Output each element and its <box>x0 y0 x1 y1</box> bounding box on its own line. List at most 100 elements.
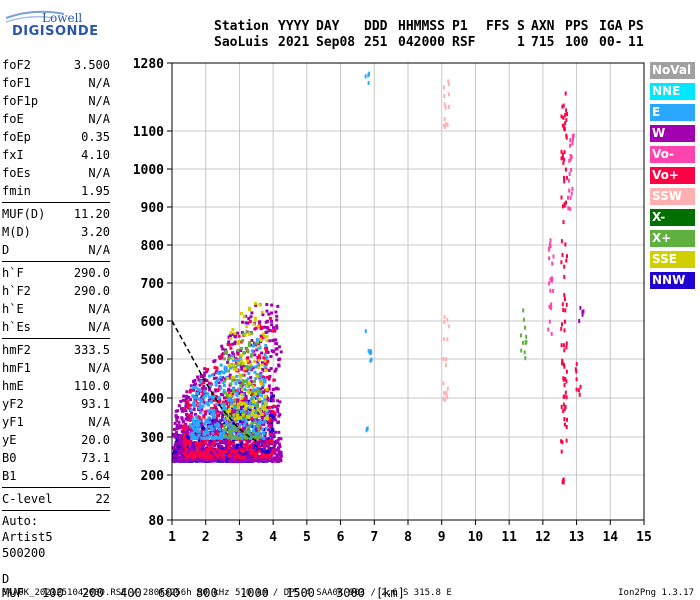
distance-value: 400 <box>120 586 142 600</box>
echo-point <box>246 321 250 325</box>
trace-point <box>549 238 552 243</box>
trace-point <box>565 108 568 113</box>
echo-point <box>234 382 238 386</box>
echo-point <box>228 435 232 439</box>
param-value: N/A <box>88 166 110 180</box>
echo-point <box>244 321 248 325</box>
echo-point <box>278 400 282 404</box>
trace-point <box>524 325 526 330</box>
echo-point <box>200 432 204 436</box>
trace-point <box>365 428 368 433</box>
echo-point <box>183 433 187 437</box>
echo-point <box>216 436 220 440</box>
echo-point <box>206 367 209 371</box>
echo-point <box>198 419 202 423</box>
echo-point <box>211 443 215 447</box>
echo-point <box>220 416 224 420</box>
echo-point <box>247 371 251 375</box>
trace-point <box>561 322 563 327</box>
echo-point <box>212 395 216 399</box>
trace-point <box>560 405 563 409</box>
param-name: foF1p <box>2 94 39 108</box>
echo-point <box>211 407 215 410</box>
echo-point <box>231 421 235 425</box>
echo-point <box>208 418 211 422</box>
echo-point <box>193 450 197 454</box>
echo-point <box>177 451 181 455</box>
trace-point <box>564 390 567 395</box>
echo-point <box>189 424 193 428</box>
distance-value: 600 <box>158 586 180 600</box>
param-row: yF1 N/A <box>2 413 110 431</box>
echo-point <box>191 394 195 398</box>
echo-point <box>201 422 205 426</box>
echo-point <box>213 403 217 407</box>
echo-point <box>200 381 204 385</box>
echo-point <box>174 415 178 419</box>
echo-point <box>199 375 203 378</box>
echo-point <box>234 428 238 432</box>
echo-point <box>264 455 268 459</box>
echo-point <box>275 386 278 390</box>
trace-point <box>563 125 566 130</box>
echo-point <box>237 361 241 365</box>
trace-point <box>560 156 563 161</box>
echo-point <box>181 442 185 446</box>
echo-point <box>237 432 241 436</box>
x-tick-label: 14 <box>602 530 618 545</box>
param-name: hmE <box>2 379 24 393</box>
echo-point <box>221 435 225 439</box>
echo-point <box>275 459 279 463</box>
echo-point <box>224 348 227 352</box>
echo-point <box>223 440 227 444</box>
muf-row-label: MUF <box>2 586 24 600</box>
echo-point <box>255 389 258 393</box>
echo-point <box>193 436 197 440</box>
echo-point <box>255 449 258 453</box>
echo-point <box>202 395 206 399</box>
param-row: h`E N/A <box>2 300 110 318</box>
echo-point <box>269 458 273 462</box>
echo-point <box>276 399 280 403</box>
echo-point <box>200 407 204 411</box>
echo-point <box>208 453 212 457</box>
echo-point <box>257 414 261 418</box>
echo-point <box>266 397 270 401</box>
trace-point <box>367 348 370 353</box>
echo-point <box>267 368 271 372</box>
echo-point <box>188 458 192 462</box>
param-divider <box>2 261 110 262</box>
echo-point <box>206 420 210 423</box>
chart-axes: 1 2 3 4 5 6 7 8 9 10 11 12 13 14 158020030040050060070… <box>133 57 652 545</box>
echo-point <box>192 388 196 392</box>
echo-point <box>224 396 228 399</box>
echo-point <box>220 378 223 381</box>
echo-point <box>253 353 257 357</box>
echo-point <box>239 422 242 426</box>
echo-point <box>249 458 252 462</box>
echo-point <box>241 402 245 406</box>
echo-point <box>219 386 223 390</box>
echo-point <box>182 424 186 428</box>
echo-point <box>265 335 269 339</box>
header-label-0: Station <box>214 19 269 34</box>
echo-point <box>185 413 188 416</box>
echo-point <box>188 450 192 454</box>
param-name: foEp <box>2 130 31 144</box>
echo-point <box>198 406 202 410</box>
echo-point <box>235 393 239 396</box>
echo-point <box>227 340 231 344</box>
echo-point <box>267 377 271 381</box>
y-tick-label: 300 <box>141 431 165 446</box>
legend-item-sse: SSE <box>650 251 695 268</box>
echo-point <box>184 422 188 426</box>
echo-point <box>223 379 227 383</box>
echo-point <box>182 444 185 448</box>
echo-point <box>256 324 260 328</box>
trace-point <box>568 158 571 163</box>
trace-point <box>550 302 553 307</box>
echo-point <box>241 388 245 392</box>
trace-point <box>560 195 563 200</box>
echo-point <box>239 383 243 387</box>
echo-point <box>258 459 262 463</box>
